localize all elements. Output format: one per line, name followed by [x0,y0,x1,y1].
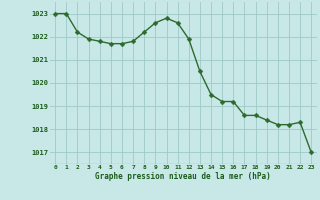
X-axis label: Graphe pression niveau de la mer (hPa): Graphe pression niveau de la mer (hPa) [95,172,271,181]
